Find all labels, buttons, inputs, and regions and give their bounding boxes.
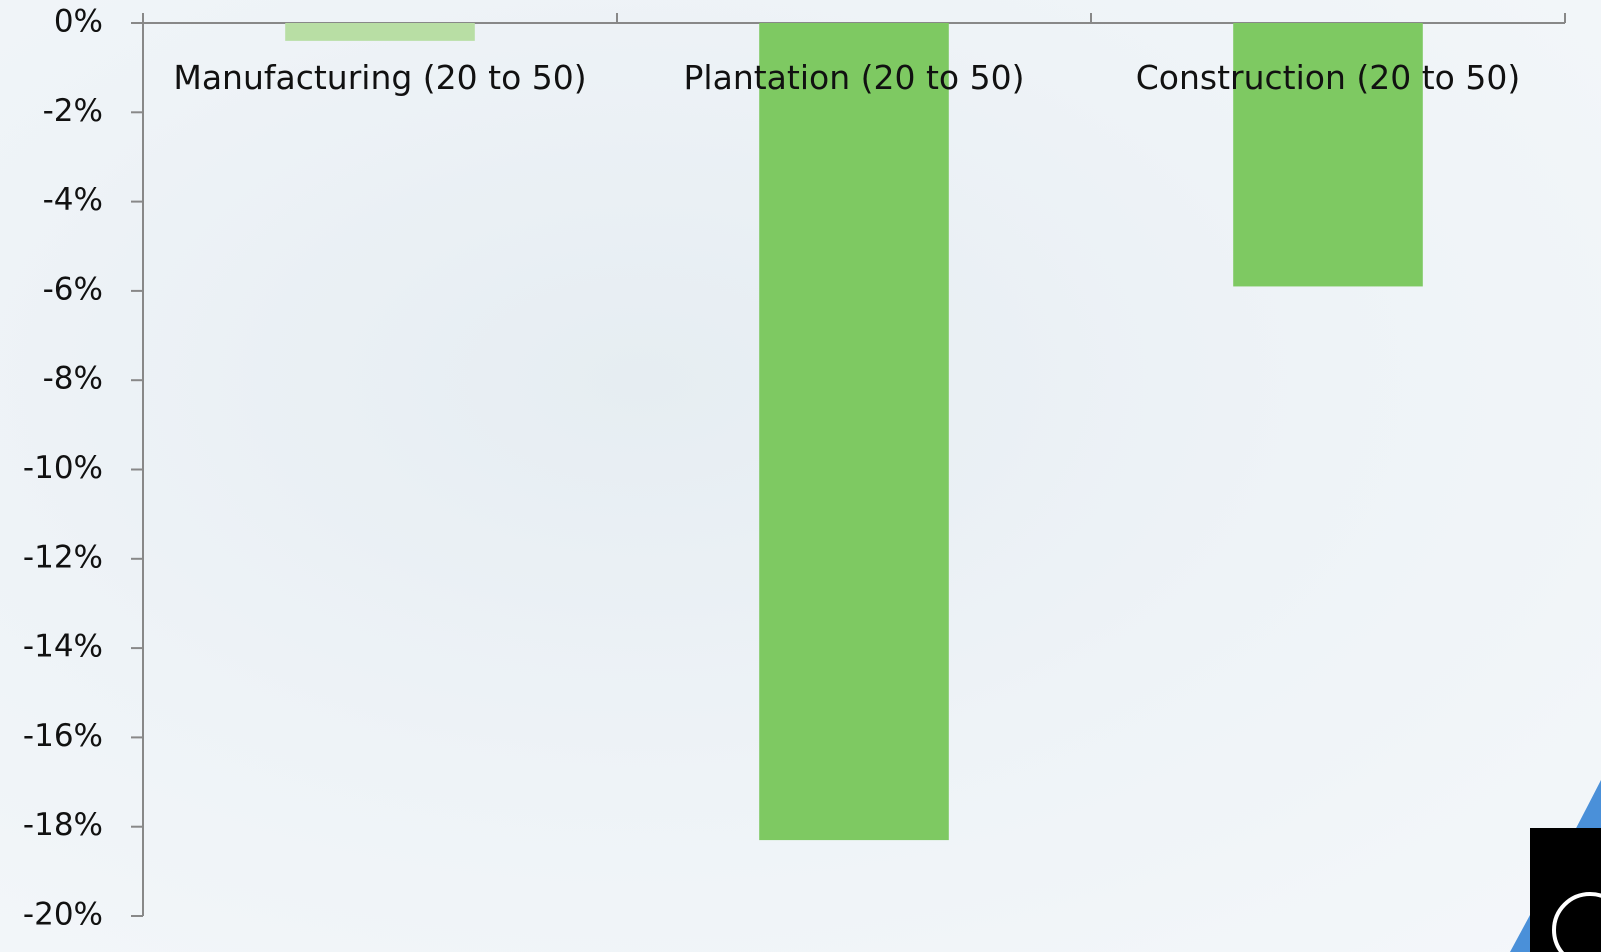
y-tick-label: -4%: [43, 182, 103, 218]
y-tick-label: -8%: [43, 361, 103, 397]
bar: [285, 23, 475, 41]
x-tick-label: Construction (20 to 50): [1135, 58, 1521, 97]
y-tick-label: -12%: [23, 539, 103, 575]
corner-logo: [1530, 828, 1601, 952]
corner-logo-ring: [1552, 892, 1601, 952]
y-tick-label: -10%: [23, 450, 103, 486]
bar: [759, 23, 949, 841]
y-tick-label: -6%: [43, 271, 103, 307]
y-tick-label: -2%: [43, 93, 103, 129]
bar: [1233, 23, 1423, 287]
y-tick-label: -16%: [23, 718, 103, 754]
y-tick-label: -18%: [23, 807, 103, 843]
x-tick-label: Plantation (20 to 50): [683, 58, 1025, 97]
y-tick-label: -14%: [23, 629, 103, 665]
x-tick-label: Manufacturing (20 to 50): [173, 58, 587, 97]
y-tick-label: -20%: [23, 897, 103, 933]
y-tick-label: 0%: [54, 4, 103, 40]
